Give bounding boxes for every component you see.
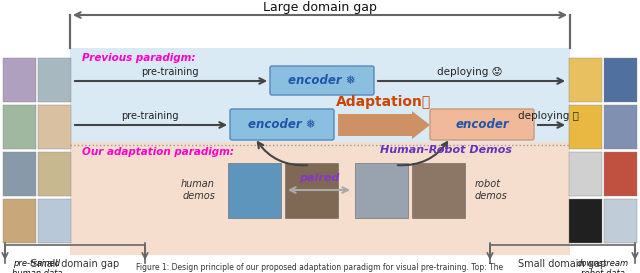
Bar (228, 163, 281, 218)
Bar (70, 48, 570, 145)
Text: encoder: encoder (455, 118, 509, 131)
Bar (604, 58, 637, 102)
Text: Small domain gap: Small domain gap (31, 259, 119, 269)
Text: Small domain gap: Small domain gap (518, 259, 606, 269)
Bar (569, 199, 602, 243)
Bar (38, 152, 71, 196)
Text: human
demos: human demos (181, 179, 215, 201)
FancyBboxPatch shape (430, 109, 534, 140)
Text: pre-training: pre-training (141, 67, 199, 77)
Text: Human-Robot Demos: Human-Robot Demos (380, 145, 512, 155)
Bar (38, 58, 71, 102)
Bar (604, 199, 637, 243)
FancyBboxPatch shape (270, 66, 374, 95)
Bar (604, 152, 637, 196)
Bar (3, 199, 36, 243)
Bar (3, 105, 36, 149)
Bar (355, 163, 408, 218)
Text: pre-trained
human data: pre-trained human data (12, 259, 62, 273)
Bar (38, 199, 71, 243)
Text: encoder ❅: encoder ❅ (248, 118, 316, 131)
FancyBboxPatch shape (230, 109, 334, 140)
Text: pre-training: pre-training (121, 111, 179, 121)
Bar (285, 163, 338, 218)
FancyArrow shape (338, 111, 430, 139)
Text: robot
demos: robot demos (475, 179, 508, 201)
Text: encoder ❅: encoder ❅ (288, 74, 356, 87)
Text: deploying 😟: deploying 😟 (437, 67, 503, 77)
Bar (3, 152, 36, 196)
Bar (569, 105, 602, 149)
Text: Figure 1: Design principle of our proposed adaptation paradigm for visual pre-tr: Figure 1: Design principle of our propos… (136, 263, 504, 272)
Text: paired: paired (299, 173, 339, 183)
Text: downstream
robot data: downstream robot data (577, 259, 629, 273)
Text: Our adaptation paradigm:: Our adaptation paradigm: (82, 147, 234, 157)
Bar (569, 58, 602, 102)
Text: Previous paradigm:: Previous paradigm: (82, 53, 195, 63)
Text: Large domain gap: Large domain gap (263, 1, 377, 14)
Bar (70, 142, 570, 255)
Bar (569, 152, 602, 196)
Bar (38, 105, 71, 149)
Bar (604, 105, 637, 149)
Text: deploying 🙂: deploying 🙂 (518, 111, 579, 121)
Bar (3, 58, 36, 102)
Text: Adaptation🔥: Adaptation🔥 (337, 95, 431, 109)
Bar (412, 163, 465, 218)
